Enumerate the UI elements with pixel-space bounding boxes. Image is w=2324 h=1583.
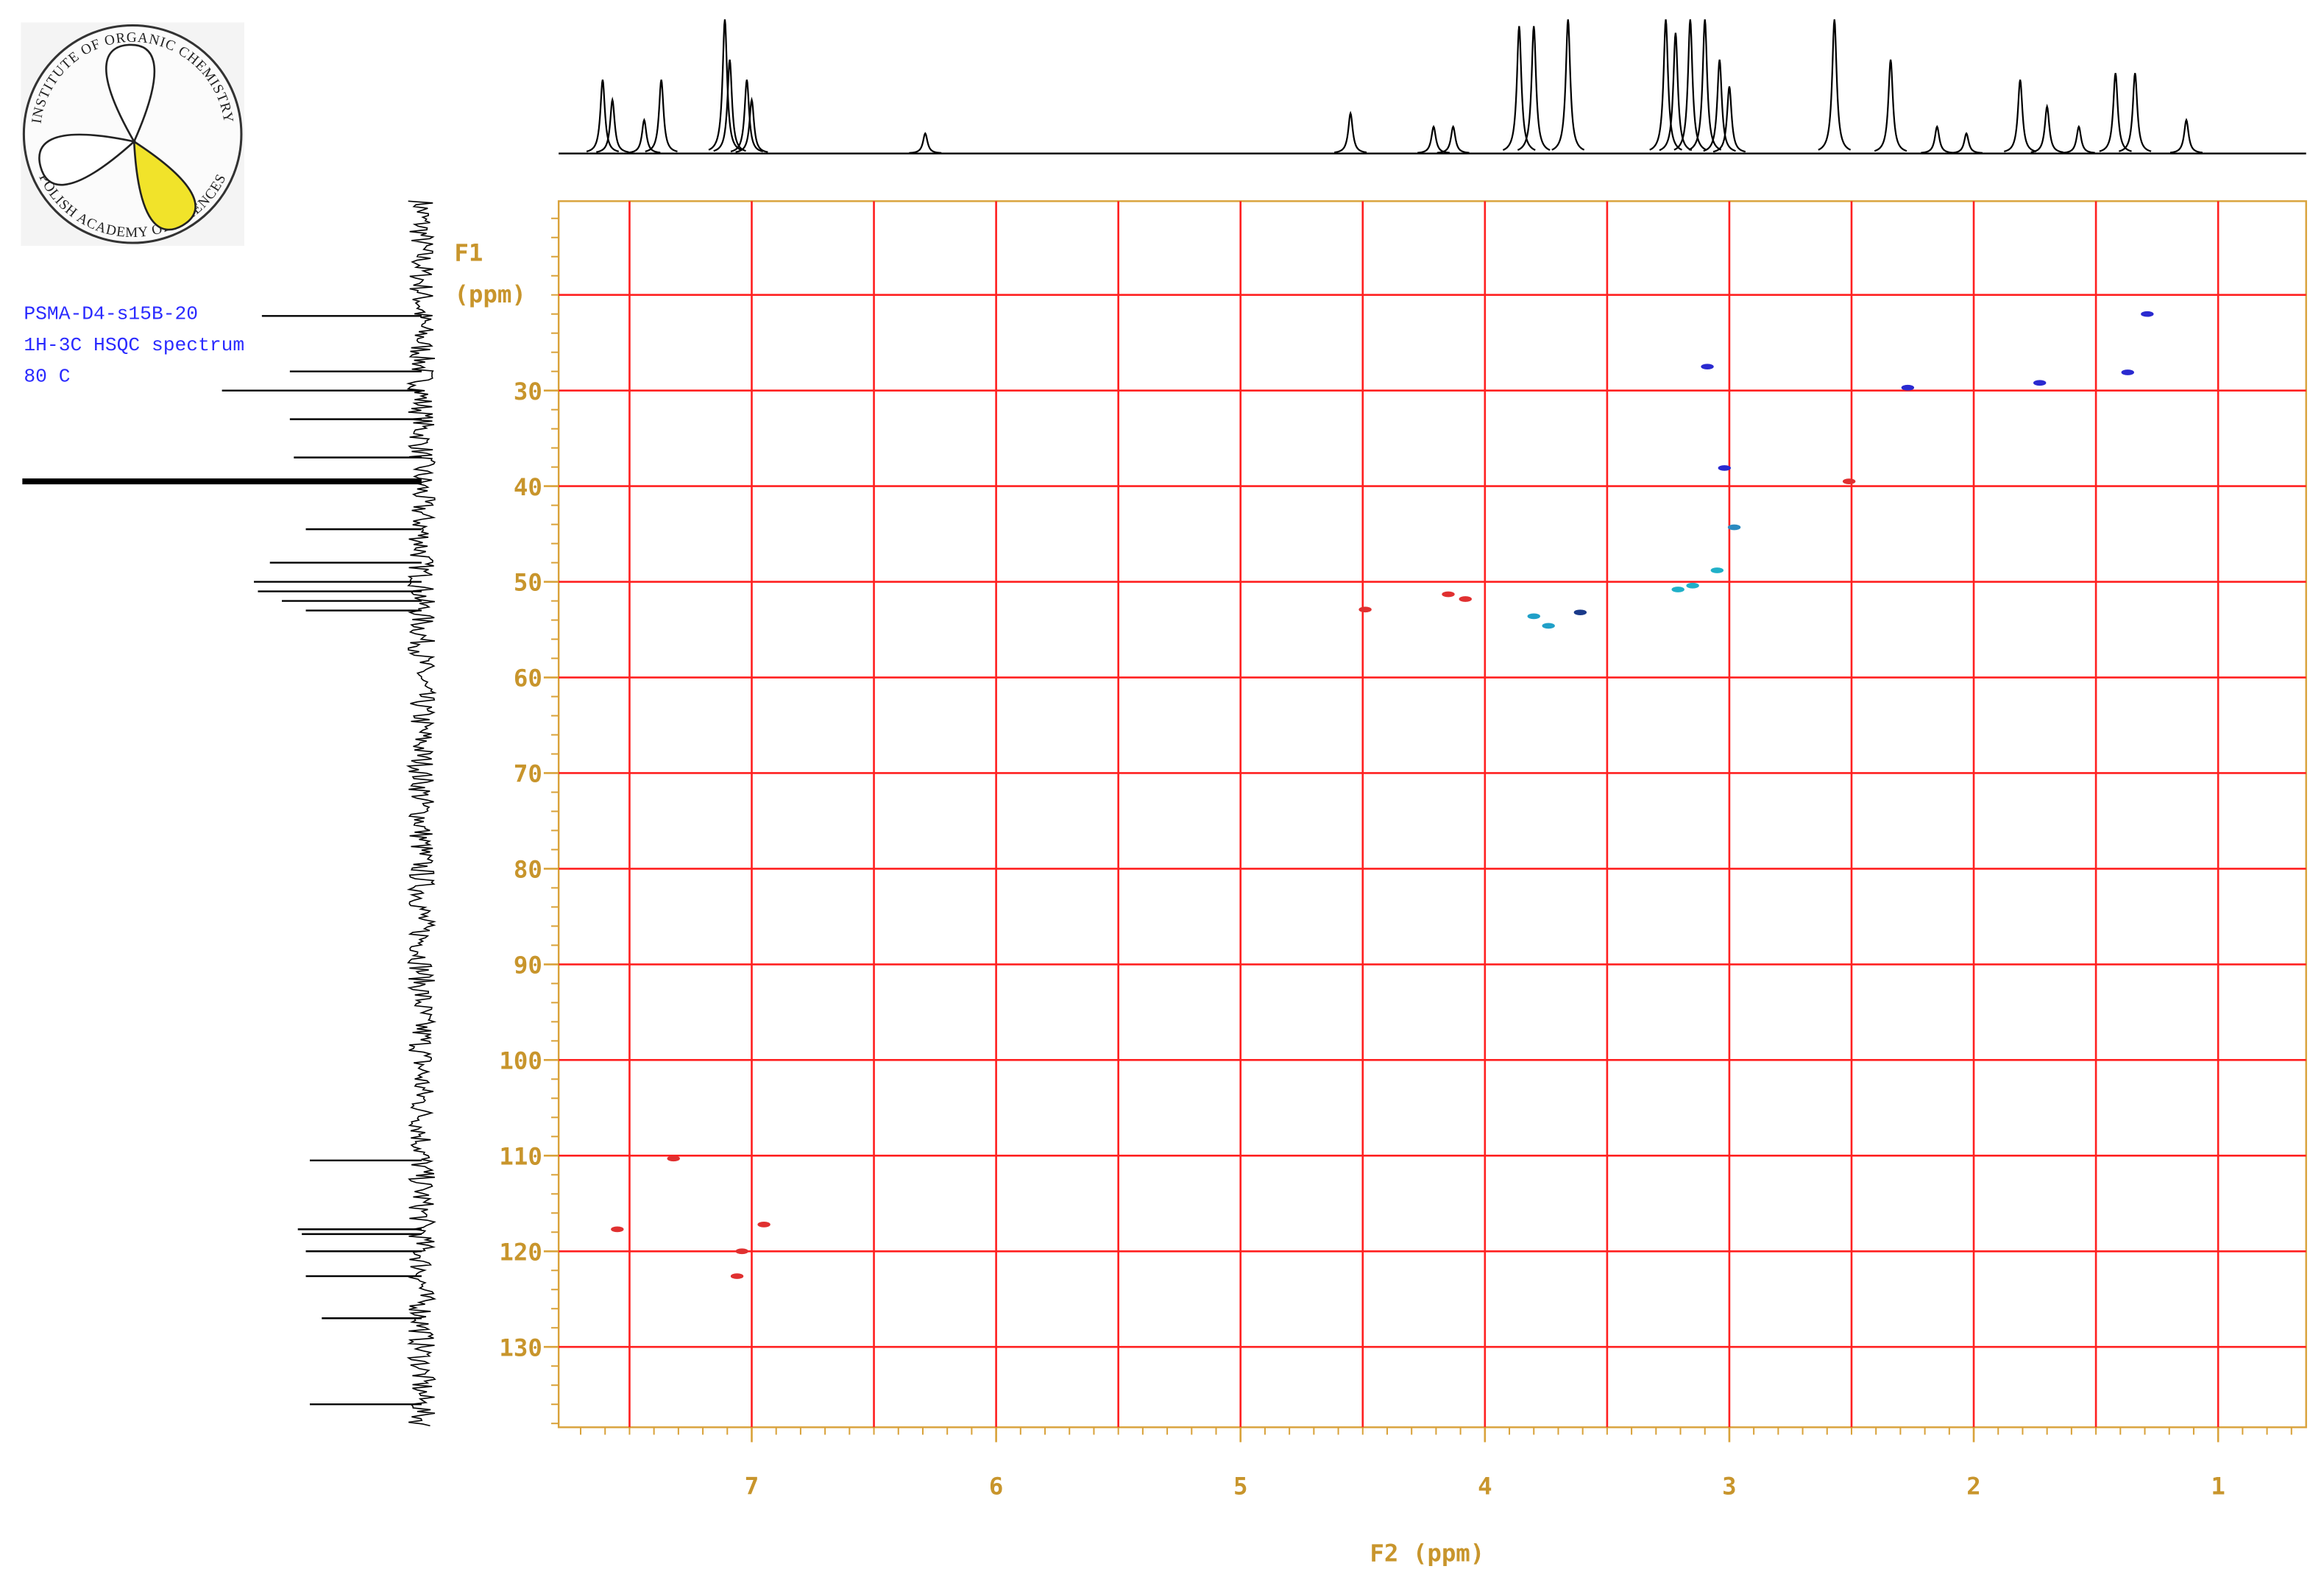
f2-projection-peak <box>1673 19 1707 151</box>
x-tick-label: 2 <box>1966 1472 1981 1500</box>
f2-projection-peak <box>708 19 742 151</box>
sample-info: PSMA-D4-s15B-20 <box>24 302 198 325</box>
f2-projection-peak <box>2003 79 2037 152</box>
sample-info: 80 C <box>24 365 70 387</box>
x-tick-label: 1 <box>2211 1472 2225 1500</box>
cross-peak <box>1718 465 1731 471</box>
f2-projection-peak <box>1921 124 1954 154</box>
f2-projection-peak <box>2169 118 2203 154</box>
y-tick-label: 90 <box>514 952 542 980</box>
f2-projection-peak <box>586 79 620 152</box>
cross-peak <box>1527 613 1540 620</box>
f2-projection-peak <box>713 59 746 152</box>
cross-peak <box>1710 567 1724 573</box>
x-tick-label: 3 <box>1722 1472 1737 1500</box>
cross-peak <box>2141 311 2154 317</box>
cross-peak <box>1442 591 1455 598</box>
sample-info: 1H-3C HSQC spectrum <box>24 334 244 356</box>
f2-projection-peak <box>1517 26 1551 151</box>
f2-projection-peak <box>1659 32 1693 152</box>
f2-projection-peak <box>735 96 768 153</box>
cross-peak <box>1901 384 1915 391</box>
y-axis-label: F1 <box>454 238 483 266</box>
f2-projection-peak <box>2030 103 2063 153</box>
y-tick-label: 60 <box>514 665 542 693</box>
cross-peak <box>730 1273 744 1279</box>
cross-peak <box>2033 380 2047 386</box>
orbital-lobe-yellow <box>132 139 196 231</box>
plot-frame <box>557 200 2307 1428</box>
f2-projection-peak <box>1950 132 1983 154</box>
cross-peak <box>1459 596 1472 602</box>
f2-projection-peak <box>1688 19 1722 151</box>
cross-peak <box>1686 582 1699 589</box>
f2-projection-peak <box>1502 26 1536 151</box>
x-tick-label: 7 <box>745 1472 759 1500</box>
cross-peak <box>1573 609 1587 616</box>
cross-peak <box>2121 369 2134 375</box>
f2-projection-peak <box>730 79 764 152</box>
f2-projection-peak <box>1436 124 1470 154</box>
y-tick-label: 110 <box>499 1142 542 1170</box>
cross-peak <box>611 1226 624 1233</box>
f2-projection-peak <box>1874 59 1907 152</box>
x-tick-label: 6 <box>989 1472 1004 1500</box>
f2-projection-peak <box>2119 73 2152 152</box>
y-tick-label: 120 <box>499 1238 542 1266</box>
cross-peak <box>1701 364 1714 370</box>
f2-projection-peak <box>2062 124 2095 154</box>
cross-peak <box>1842 478 1856 484</box>
f2-projection-peak <box>1417 124 1450 154</box>
logo: INSTITUTE OF ORGANIC CHEMISTRY POLISH AC… <box>21 22 244 247</box>
cross-peak <box>735 1248 748 1255</box>
f2-projection-peak <box>1818 19 1852 151</box>
f1-projection-noise <box>405 200 437 1427</box>
orbital-lobe <box>38 133 136 186</box>
y-tick-label: 100 <box>499 1047 542 1075</box>
f2-projection-peak <box>909 132 942 154</box>
cross-peak <box>1671 587 1684 592</box>
f2-projection-peak <box>1703 59 1736 152</box>
f2-projection-peak <box>1649 19 1682 151</box>
orbital-lobe <box>105 43 156 144</box>
y-tick-label: 40 <box>514 473 542 501</box>
cross-peak <box>757 1222 770 1228</box>
y-tick-label: 130 <box>499 1334 542 1361</box>
f2-projection-peak <box>645 79 678 152</box>
f2-projection-peak <box>1712 86 1746 153</box>
cross-peak <box>1358 606 1372 613</box>
x-tick-label: 4 <box>1478 1472 1492 1500</box>
y-tick-label: 80 <box>514 856 542 884</box>
x-axis-label: F2 (ppm) <box>1370 1540 1484 1568</box>
f2-projection-peak <box>596 96 629 153</box>
y-tick-label: 30 <box>514 378 542 406</box>
y-tick-label: 70 <box>514 760 542 788</box>
cross-peak <box>1542 623 1555 629</box>
f2-projection-peak <box>628 118 661 154</box>
cross-peak <box>667 1155 680 1162</box>
x-tick-label: 5 <box>1233 1472 1248 1500</box>
y-axis-label: (ppm) <box>454 280 525 308</box>
f2-projection-peak <box>2099 73 2132 152</box>
y-tick-label: 50 <box>514 569 542 597</box>
cross-peak <box>1727 524 1741 531</box>
f2-projection-peak <box>1551 19 1585 151</box>
f2-projection-peak <box>1334 110 1367 154</box>
